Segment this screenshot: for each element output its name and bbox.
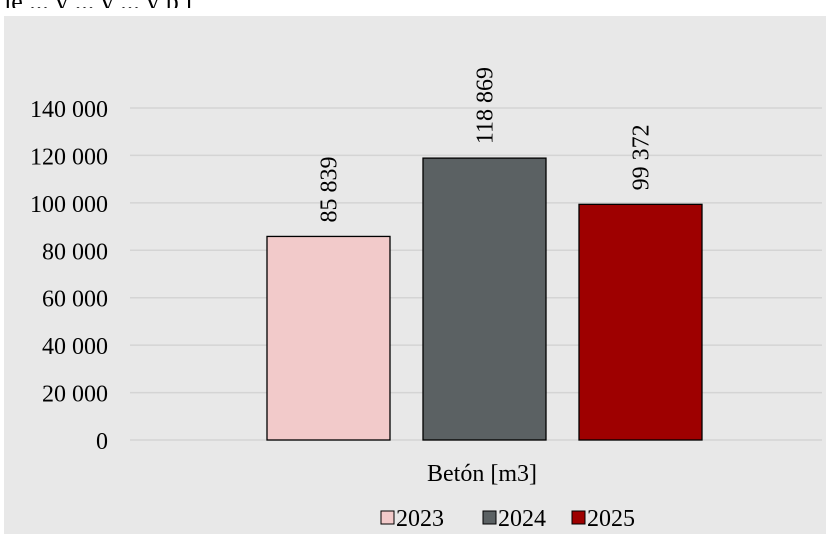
legend-label-2024: 2024: [498, 506, 546, 532]
y-axis-tick-labels: 0 20 000 40 000 60 000 80 000 100 000 120 000 1…: [30, 97, 108, 455]
bar-2023: [266, 235, 391, 441]
legend-swatch-2024: [482, 510, 497, 525]
data-label-2025: 99 372: [629, 124, 655, 190]
y-tick-label: 20 000: [42, 382, 108, 408]
legend-label-2023: 2023: [396, 506, 444, 532]
bar-chart: 0 20 000 40 000 60 000 80 000 100 000 120 000 1…: [30, 67, 822, 532]
chart-area: 0 20 000 40 000 60 000 80 000 100 000 120 000 1…: [4, 16, 826, 534]
legend-swatch-2023: [380, 510, 395, 525]
legend-label-2025: 2025: [587, 506, 635, 532]
y-tick-label: 140 000: [30, 97, 108, 123]
x-axis-category-label: Betón [m3]: [427, 461, 537, 487]
y-tick-label: 40 000: [42, 334, 108, 360]
bar-2024: [422, 157, 547, 441]
data-label-2024: 118 869: [473, 67, 499, 144]
legend: 2023 2024 2025: [380, 506, 635, 532]
legend-swatch-2025: [571, 510, 586, 525]
y-tick-label: 0: [96, 429, 108, 455]
y-tick-label: 120 000: [30, 144, 108, 170]
cropped-header-text: je ... y ... y ... y p j: [4, 0, 824, 8]
data-labels: 85 839 118 869 99 372: [317, 67, 655, 222]
bar-2025: [578, 203, 703, 441]
y-tick-label: 80 000: [42, 239, 108, 265]
y-tick-label: 100 000: [30, 192, 108, 218]
y-tick-label: 60 000: [42, 287, 108, 313]
data-label-2023: 85 839: [317, 156, 343, 222]
bars: [266, 157, 703, 441]
